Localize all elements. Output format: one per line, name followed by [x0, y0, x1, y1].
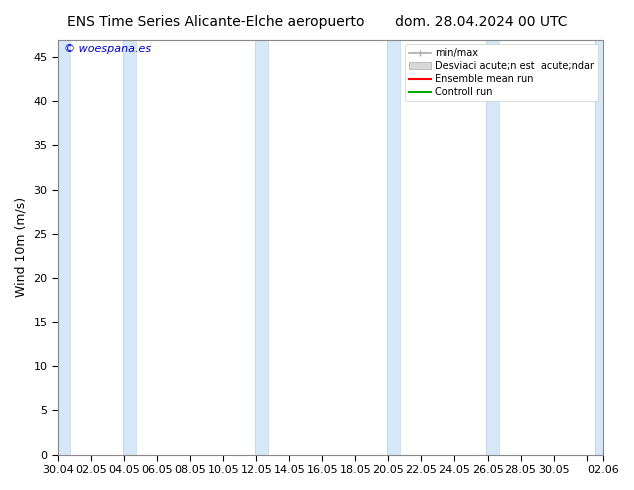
Legend: min/max, Desviaci acute;n est  acute;ndar, Ensemble mean run, Controll run: min/max, Desviaci acute;n est acute;ndar… [405, 45, 598, 101]
Bar [255, 40, 268, 455]
Bar [387, 40, 400, 455]
Text: ENS Time Series Alicante-Elche aeropuerto       dom. 28.04.2024 00 UTC: ENS Time Series Alicante-Elche aeropuert… [67, 15, 567, 29]
Bar [56, 40, 70, 455]
Bar [486, 40, 499, 455]
Text: © woespana.es: © woespana.es [63, 44, 151, 53]
Bar [122, 40, 136, 455]
Bar [595, 40, 605, 455]
Y-axis label: Wind 10m (m/s): Wind 10m (m/s) [15, 197, 28, 297]
